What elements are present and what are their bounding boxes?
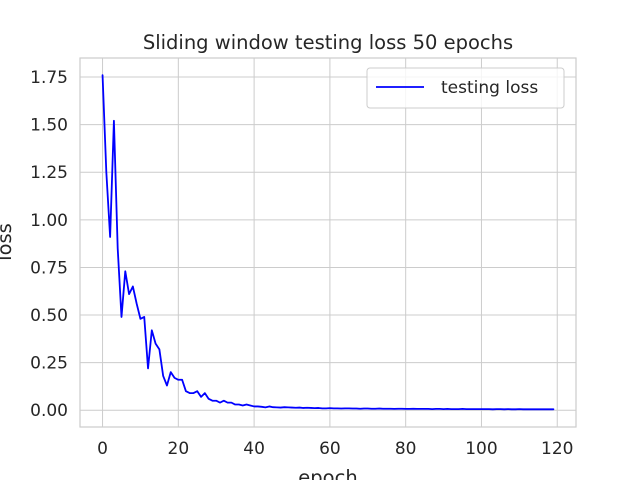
x-tick-label: 0 bbox=[97, 439, 108, 459]
y-tick-label: 0.50 bbox=[30, 306, 68, 326]
x-tick-label: 60 bbox=[319, 439, 341, 459]
grid-lines bbox=[80, 58, 576, 427]
legend-label-testing-loss: testing loss bbox=[441, 78, 538, 98]
x-tick-label: 20 bbox=[168, 439, 190, 459]
x-tick-labels: 0 20 40 60 80 100 120 bbox=[97, 439, 573, 459]
x-tick-label: 80 bbox=[395, 439, 417, 459]
plot-spines bbox=[79, 57, 577, 428]
y-tick-label: 0.75 bbox=[30, 258, 68, 278]
plot-frame bbox=[79, 57, 577, 428]
y-tick-label: 1.00 bbox=[30, 211, 68, 231]
y-tick-label: 1.75 bbox=[30, 68, 68, 88]
legend-box bbox=[366, 67, 565, 109]
y-tick-label: 0.00 bbox=[30, 401, 68, 421]
legend: testing loss bbox=[366, 67, 565, 109]
x-axis-label: epoch bbox=[298, 466, 357, 480]
plot-area bbox=[80, 58, 576, 427]
y-axis-label: loss bbox=[0, 223, 16, 261]
series-line-testing-loss bbox=[101, 74, 555, 411]
series-layer bbox=[101, 74, 555, 411]
y-tick-label: 1.25 bbox=[30, 163, 68, 183]
x-tick-label: 40 bbox=[243, 439, 265, 459]
x-tick-label: 120 bbox=[541, 439, 573, 459]
y-tick-labels: 0.00 0.25 0.50 0.75 1.00 1.25 1.50 1.75 bbox=[30, 68, 68, 421]
y-tick-label: 0.25 bbox=[30, 354, 68, 374]
chart-title: Sliding window testing loss 50 epochs bbox=[143, 31, 513, 54]
x-tick-label: 100 bbox=[465, 439, 497, 459]
y-tick-label: 1.50 bbox=[30, 116, 68, 136]
